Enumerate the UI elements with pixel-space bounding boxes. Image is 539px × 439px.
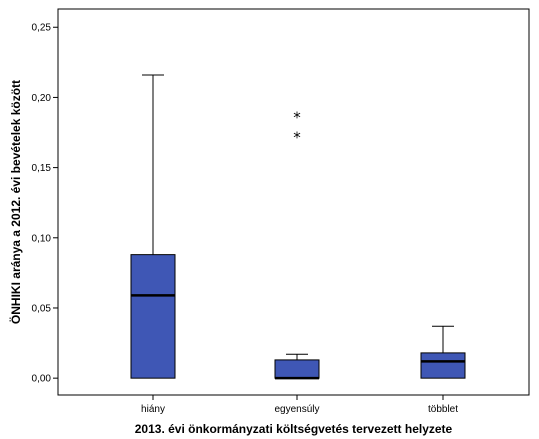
y-tick-label: 0,25 [32,23,52,34]
y-tick-label: 0,20 [32,93,52,104]
x-axis: hiány egyensúly többlet [141,395,458,415]
y-tick-label: 0,10 [32,233,52,244]
x-tick-label: egyensúly [274,404,319,415]
y-tick-label: 0,05 [32,303,52,314]
x-axis-title: 2013. évi önkormányzati költségvetés ter… [135,422,453,436]
x-tick-label: hiány [141,404,165,415]
y-axis-title: ÖNHIKI aránya a 2012. évi bevételek közö… [8,80,23,324]
outlier-marker: * [293,109,301,127]
outlier-marker: * [293,128,301,146]
box-2 [274,359,320,379]
y-tick-label: 0,15 [32,163,52,174]
boxes-layer: ** [130,74,466,380]
box-3 [420,352,466,379]
x-tick-label: többlet [428,404,458,415]
box-1 [130,254,176,379]
y-tick-label: 0,00 [32,374,52,385]
y-axis: 0,00 0,05 0,10 0,15 0,20 0,25 [32,23,58,385]
plot-area-frame [57,8,530,396]
